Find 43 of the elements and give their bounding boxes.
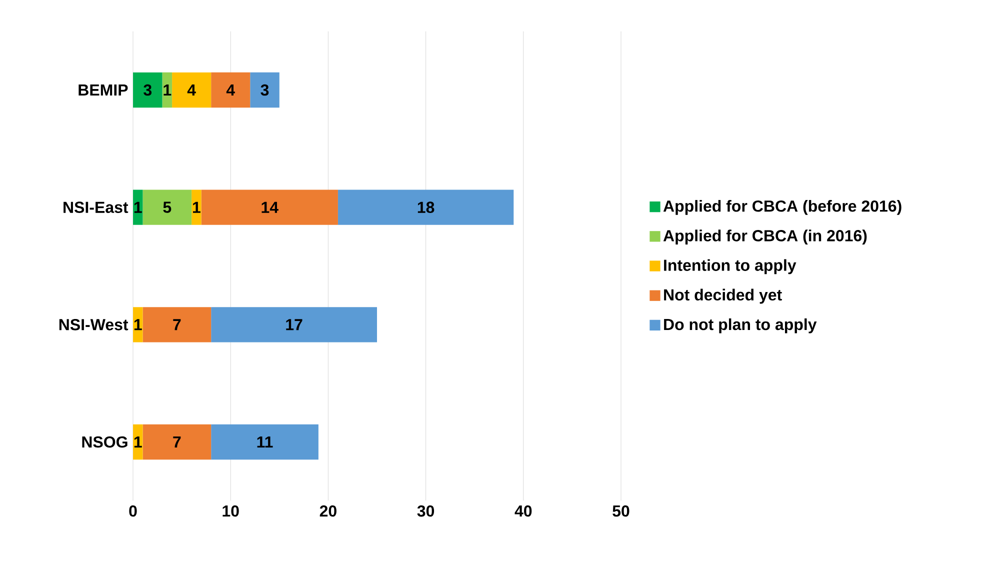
data-label: 4	[187, 84, 196, 96]
data-label: 1	[134, 436, 142, 448]
bar	[142, 424, 212, 460]
legend-label: Applied for CBCA (before 2016)	[663, 200, 902, 215]
x-tick-label: 40	[514, 505, 532, 517]
x-tick-label: 0	[129, 505, 137, 517]
data-label: 17	[286, 319, 302, 330]
data-label: 1	[134, 202, 142, 213]
x-tick-label: 20	[320, 505, 336, 517]
data-label: 1	[193, 202, 200, 213]
data-label: 14	[262, 202, 278, 213]
bar	[172, 72, 212, 108]
data-label: 7	[173, 436, 181, 448]
y-tick-label: NSI-East	[64, 202, 128, 213]
bar	[250, 72, 280, 108]
data-label: 18	[418, 202, 434, 213]
y-tick-label: NSI-West	[59, 319, 128, 330]
data-label: 3	[260, 84, 269, 96]
bar	[201, 190, 338, 225]
legend-label: Do not plan to apply	[664, 318, 817, 334]
data-label: 3	[144, 84, 152, 96]
x-tick-label: 10	[222, 505, 239, 517]
y-tick-label: NSOG	[82, 436, 128, 448]
bar	[133, 72, 162, 108]
bar	[211, 72, 250, 108]
legend-label: Applied for CBCA (in 2016)	[663, 230, 867, 245]
data-label: 7	[173, 319, 181, 330]
legend-label: Not decided yet	[664, 288, 782, 304]
data-label: 5	[163, 202, 172, 213]
data-label: 11	[257, 436, 273, 448]
data-label: 4	[226, 84, 235, 96]
y-tick-label: BEMIP	[78, 84, 128, 96]
bar	[211, 307, 378, 342]
bar	[192, 190, 202, 225]
legend-label: Intention to apply	[664, 259, 796, 274]
bar	[142, 307, 212, 342]
bar	[211, 424, 318, 460]
x-tick-label: 30	[417, 505, 434, 517]
data-label: 1	[164, 84, 172, 96]
bar	[338, 190, 514, 225]
bar	[142, 190, 192, 225]
data-label: 1	[134, 319, 142, 330]
x-tick-label: 50	[612, 505, 630, 517]
